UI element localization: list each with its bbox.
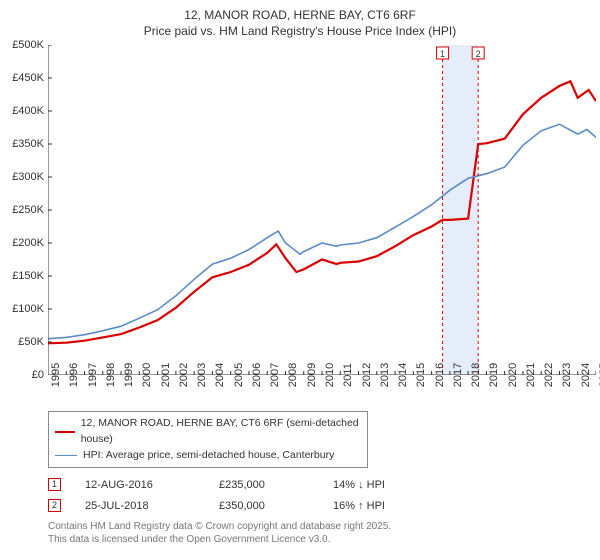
x-tick-label: 1995 [48, 363, 62, 387]
y-tick-label: £250K [12, 204, 48, 216]
x-tick-label: 2022 [541, 363, 555, 387]
sale-date: 25-JUL-2018 [85, 500, 195, 512]
x-tick-label: 2021 [523, 363, 537, 387]
x-tick-label: 2018 [468, 363, 482, 387]
legend-swatch-series2 [55, 455, 77, 456]
sales-table: 1 12-AUG-2016 £235,000 14% ↓ HPI 2 25-JUL-201… [48, 478, 592, 512]
sale-marker-label: 1 [440, 49, 445, 59]
x-tick-label: 2003 [194, 363, 208, 387]
chart-svg: 12 [48, 45, 596, 375]
x-tick-label: 1999 [121, 363, 135, 387]
x-tick-label: 2012 [359, 363, 373, 387]
y-tick-label: £0 [32, 369, 48, 381]
x-tick-label: 2013 [377, 363, 391, 387]
legend-row: HPI: Average price, semi-detached house,… [55, 448, 361, 464]
title-line2: Price paid vs. HM Land Registry's House … [8, 24, 592, 40]
legend-label-series2: HPI: Average price, semi-detached house,… [83, 448, 334, 464]
x-tick-label: 2025 [596, 363, 600, 387]
x-tick-label: 2000 [139, 363, 153, 387]
footer-line2: This data is licensed under the Open Gov… [48, 533, 592, 546]
sale-delta: 16% ↑ HPI [333, 500, 385, 512]
x-tick-label: 2023 [559, 363, 573, 387]
x-tick-label: 2004 [212, 363, 226, 387]
y-tick-label: £200K [12, 237, 48, 249]
y-tick-label: £50K [18, 336, 48, 348]
sale-date: 12-AUG-2016 [85, 479, 195, 491]
chart-title: 12, MANOR ROAD, HERNE BAY, CT6 6RF Price… [8, 8, 592, 39]
legend-row: 12, MANOR ROAD, HERNE BAY, CT6 6RF (semi… [55, 416, 361, 448]
x-tick-label: 2011 [340, 363, 354, 387]
x-tick-label: 2019 [486, 363, 500, 387]
y-tick-label: £450K [12, 72, 48, 84]
sale-price: £350,000 [219, 500, 309, 512]
sale-marker-label: 2 [476, 49, 481, 59]
sale-row: 2 25-JUL-2018 £350,000 16% ↑ HPI [48, 499, 592, 512]
sale-row: 1 12-AUG-2016 £235,000 14% ↓ HPI [48, 478, 592, 491]
x-tick-label: 2007 [267, 363, 281, 387]
y-tick-label: £500K [12, 39, 48, 51]
x-tick-label: 2015 [413, 363, 427, 387]
x-tick-label: 2002 [176, 363, 190, 387]
y-tick-label: £300K [12, 171, 48, 183]
price-chart: 12£0£50K£100K£150K£200K£250K£300K£350K£4… [48, 45, 596, 375]
sale-marker: 1 [48, 478, 61, 491]
legend-label-series1: 12, MANOR ROAD, HERNE BAY, CT6 6RF (semi… [81, 416, 361, 448]
series-line-0 [48, 81, 596, 343]
x-tick-label: 2008 [285, 363, 299, 387]
x-tick-label: 2020 [505, 363, 519, 387]
x-tick-label: 2024 [578, 363, 592, 387]
x-tick-label: 1996 [66, 363, 80, 387]
highlight-band [443, 45, 479, 375]
y-tick-label: £100K [12, 303, 48, 315]
x-tick-label: 2016 [432, 363, 446, 387]
x-tick-label: 2014 [395, 363, 409, 387]
legend-swatch-series1 [55, 431, 75, 433]
x-tick-label: 2005 [231, 363, 245, 387]
x-tick-label: 1998 [103, 363, 117, 387]
sale-price: £235,000 [219, 479, 309, 491]
x-tick-label: 2010 [322, 363, 336, 387]
x-tick-label: 2009 [304, 363, 318, 387]
series-line-1 [48, 124, 596, 339]
footer: Contains HM Land Registry data © Crown c… [48, 520, 592, 546]
legend: 12, MANOR ROAD, HERNE BAY, CT6 6RF (semi… [48, 411, 368, 468]
x-tick-label: 1997 [85, 363, 99, 387]
footer-line1: Contains HM Land Registry data © Crown c… [48, 520, 592, 533]
y-tick-label: £150K [12, 270, 48, 282]
y-tick-label: £350K [12, 138, 48, 150]
title-line1: 12, MANOR ROAD, HERNE BAY, CT6 6RF [8, 8, 592, 24]
sale-delta: 14% ↓ HPI [333, 479, 385, 491]
x-tick-label: 2001 [158, 363, 172, 387]
x-tick-label: 2006 [249, 363, 263, 387]
x-tick-label: 2017 [450, 363, 464, 387]
sale-marker: 2 [48, 499, 61, 512]
y-tick-label: £400K [12, 105, 48, 117]
